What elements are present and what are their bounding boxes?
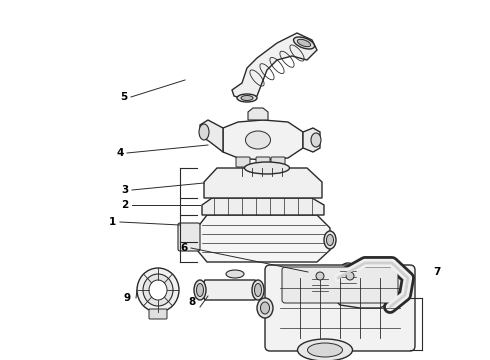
Ellipse shape xyxy=(311,133,321,147)
PathPatch shape xyxy=(303,128,320,152)
PathPatch shape xyxy=(248,108,268,120)
Ellipse shape xyxy=(199,124,209,140)
Ellipse shape xyxy=(245,131,270,149)
Ellipse shape xyxy=(316,272,324,280)
FancyBboxPatch shape xyxy=(265,265,415,351)
Ellipse shape xyxy=(257,298,273,318)
Ellipse shape xyxy=(245,162,290,174)
FancyBboxPatch shape xyxy=(271,157,285,167)
Ellipse shape xyxy=(308,343,343,357)
FancyBboxPatch shape xyxy=(282,267,398,303)
Ellipse shape xyxy=(297,39,311,47)
Ellipse shape xyxy=(226,270,244,278)
Text: 3: 3 xyxy=(122,185,128,195)
Ellipse shape xyxy=(297,339,352,360)
Ellipse shape xyxy=(252,280,264,300)
Text: 8: 8 xyxy=(188,297,196,307)
Text: 2: 2 xyxy=(122,200,128,210)
Ellipse shape xyxy=(254,284,262,297)
Ellipse shape xyxy=(196,284,203,297)
Ellipse shape xyxy=(261,302,270,314)
Ellipse shape xyxy=(313,275,327,295)
Ellipse shape xyxy=(241,95,253,100)
PathPatch shape xyxy=(232,33,317,100)
Ellipse shape xyxy=(341,267,355,287)
Ellipse shape xyxy=(337,263,359,291)
Text: 4: 4 xyxy=(116,148,123,158)
Text: 6: 6 xyxy=(180,243,188,253)
Ellipse shape xyxy=(237,94,257,102)
PathPatch shape xyxy=(330,268,405,308)
Ellipse shape xyxy=(194,280,206,300)
PathPatch shape xyxy=(223,120,303,160)
Text: 5: 5 xyxy=(121,92,127,102)
Ellipse shape xyxy=(137,268,179,312)
Ellipse shape xyxy=(324,231,336,249)
PathPatch shape xyxy=(197,215,330,262)
Text: 1: 1 xyxy=(108,217,116,227)
Text: 7: 7 xyxy=(433,267,441,277)
Text: 9: 9 xyxy=(123,293,130,303)
PathPatch shape xyxy=(202,198,324,215)
Ellipse shape xyxy=(149,280,167,300)
FancyBboxPatch shape xyxy=(236,157,250,167)
Ellipse shape xyxy=(294,37,315,49)
Ellipse shape xyxy=(326,234,334,246)
Ellipse shape xyxy=(143,274,173,306)
PathPatch shape xyxy=(204,168,322,198)
FancyBboxPatch shape xyxy=(256,157,270,167)
PathPatch shape xyxy=(200,120,223,152)
PathPatch shape xyxy=(200,280,260,300)
Ellipse shape xyxy=(309,271,331,299)
FancyBboxPatch shape xyxy=(149,309,167,319)
FancyBboxPatch shape xyxy=(178,223,200,251)
Ellipse shape xyxy=(346,272,354,280)
